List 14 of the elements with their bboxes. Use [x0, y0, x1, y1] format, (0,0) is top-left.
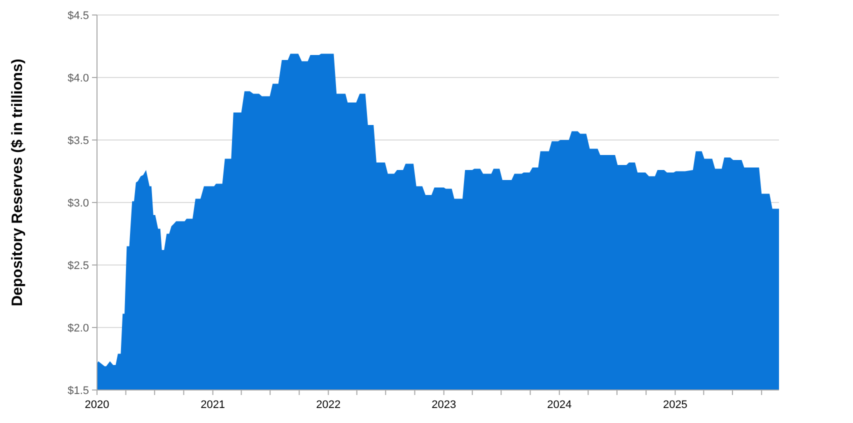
- y-tick-label: $4.0: [68, 72, 89, 84]
- y-tick-label: $4.5: [68, 10, 89, 22]
- y-tick-label: $3.5: [68, 134, 89, 147]
- x-tick-label: 2023: [432, 399, 456, 411]
- x-tick-label: 2022: [316, 399, 341, 411]
- x-tick-label: 2020: [84, 399, 110, 411]
- y-tick-label: $1.5: [68, 384, 89, 397]
- x-tick-label: 2024: [547, 399, 572, 411]
- y-tick-label: $2.5: [68, 260, 89, 272]
- x-tick-label: 2025: [662, 399, 688, 411]
- y-tick-label: $3.0: [68, 197, 89, 210]
- x-tick-label: 2021: [200, 399, 226, 411]
- y-tick-label: $2.0: [68, 322, 89, 334]
- y-axis-title: Depository Reserves ($ in trillions): [9, 58, 26, 306]
